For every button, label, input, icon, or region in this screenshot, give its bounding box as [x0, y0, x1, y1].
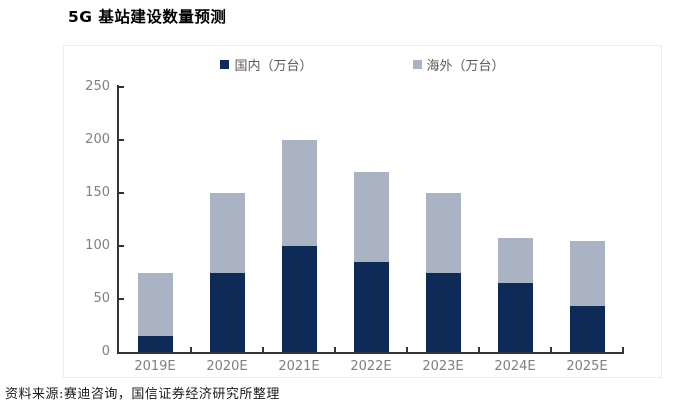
x-tick-mark [262, 347, 264, 352]
source-note: 资料来源:赛迪咨询，国信证券经济研究所整理 [5, 387, 280, 402]
bar-segment-domestic [569, 306, 605, 352]
bar-segment-overseas [281, 140, 317, 246]
y-tick-label: 100 [85, 238, 110, 253]
y-tick-label: 200 [85, 132, 110, 147]
bar-segment-overseas [497, 237, 533, 284]
x-tick-label: 2023E [422, 359, 464, 374]
x-tick-label: 2022E [350, 359, 392, 374]
bar-segment-domestic [497, 283, 533, 352]
bar-segment-overseas [137, 272, 173, 337]
y-tick-label: 50 [93, 291, 110, 306]
bar-segment-domestic [353, 261, 389, 352]
legend-item-overseas: 海外（万台） [412, 55, 505, 74]
x-tick-mark [406, 347, 408, 352]
y-tick-label: 150 [85, 185, 110, 200]
y-axis-line [117, 85, 119, 354]
bar-segment-domestic [281, 246, 317, 352]
x-tick-label: 2020E [206, 359, 248, 374]
plot-area: 0 50 100 150 200 250 2019E 2020E 2021E 2022E 2023E… [64, 46, 661, 377]
x-tick-mark [478, 347, 480, 352]
legend-swatch-domestic-icon [220, 60, 230, 69]
chart-container: 国内（万台） 海外（万台） 0 50 100 150 200 250 2019E 2020E 2… [63, 45, 662, 378]
y-tick-mark [119, 139, 124, 141]
y-tick-mark [119, 245, 124, 247]
bar-segment-overseas [569, 240, 605, 307]
chart-title: 5G 基站建设数量预测 [68, 8, 227, 26]
legend-label-overseas: 海外（万台） [426, 59, 505, 74]
x-tick-label: 2025E [566, 359, 608, 374]
bar-segment-overseas [209, 193, 245, 273]
legend-swatch-overseas-icon [412, 60, 422, 69]
x-tick-label: 2021E [278, 359, 320, 374]
bar-segment-domestic [425, 272, 461, 352]
x-tick-mark [190, 347, 192, 352]
bar-segment-domestic [209, 272, 245, 352]
y-tick-mark [119, 86, 124, 88]
legend-label-domestic: 国内（万台） [234, 59, 313, 74]
y-tick-mark [119, 192, 124, 194]
y-tick-label: 250 [85, 79, 110, 94]
x-tick-mark [622, 347, 624, 352]
bar-segment-overseas [353, 171, 389, 262]
x-tick-mark [334, 347, 336, 352]
bar-segment-domestic [137, 336, 173, 352]
x-axis-line [117, 352, 624, 354]
x-tick-mark [550, 347, 552, 352]
x-tick-label: 2024E [494, 359, 536, 374]
x-tick-label: 2019E [134, 359, 176, 374]
bar-segment-overseas [425, 193, 461, 273]
legend-item-domestic: 国内（万台） [220, 55, 313, 74]
y-tick-label: 0 [101, 344, 110, 359]
y-tick-mark [119, 298, 124, 300]
chart-legend: 国内（万台） 海外（万台） [64, 55, 661, 74]
